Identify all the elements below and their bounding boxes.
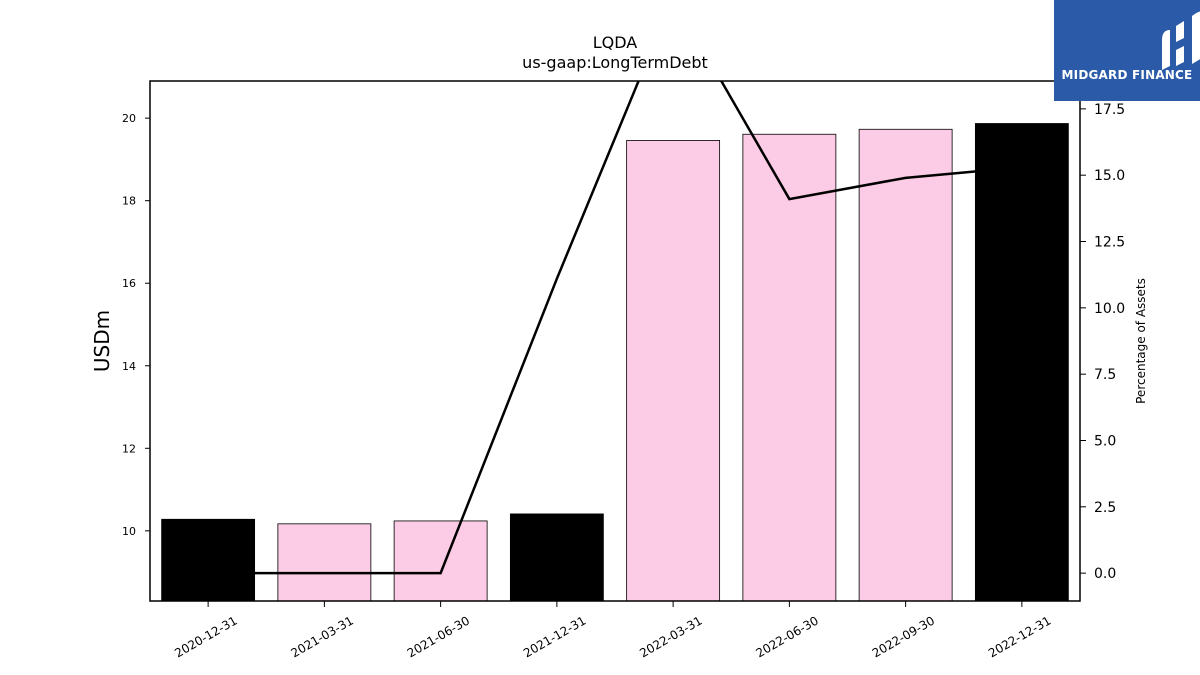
- logo-mark-icon: [1162, 11, 1200, 70]
- y-right-tick-label: 2.5: [1094, 500, 1116, 516]
- x-tick-label: 2022-09-30: [870, 613, 937, 660]
- logo-text: MIDGARD FINANCE: [1061, 68, 1193, 82]
- bar-2021-03-31: [277, 523, 372, 601]
- bar-2022-03-31: [626, 140, 721, 601]
- chart-subtitle: us-gaap:LongTermDebt: [522, 53, 708, 72]
- chart-title: LQDA: [593, 33, 638, 52]
- x-tick-label: 2022-03-31: [637, 613, 704, 660]
- x-tick-label: 2021-06-30: [405, 613, 472, 660]
- y-axis-right-label: Percentage of Assets: [1134, 278, 1148, 404]
- bar-2022-12-31: [974, 123, 1069, 601]
- y-right-tick-label: 10.0: [1094, 301, 1125, 317]
- y-tick-label: 16: [122, 277, 136, 290]
- y-right-tick-label: 7.5: [1094, 367, 1116, 383]
- y-tick-label: 14: [122, 360, 136, 373]
- y-tick-label: 10: [122, 525, 136, 538]
- y-right-tick-label: 12.5: [1094, 235, 1125, 251]
- bar-2021-06-30: [393, 520, 488, 601]
- y-right-tick-label: 15.0: [1094, 168, 1125, 184]
- y-right-tick-label: 17.5: [1094, 102, 1125, 118]
- y-right-tick-label: 0.0: [1094, 566, 1116, 582]
- x-tick-label: 2020-12-31: [172, 613, 239, 660]
- y-tick-label: 18: [122, 195, 136, 208]
- y-tick-label: 20: [122, 112, 136, 125]
- x-tick-label: 2022-12-31: [986, 613, 1053, 660]
- y-tick-label: 12: [122, 442, 136, 455]
- x-tick-label: 2021-12-31: [521, 613, 588, 660]
- bar-2022-09-30: [858, 128, 953, 601]
- y-right-tick-label: 5.0: [1094, 433, 1116, 449]
- x-tick-label: 2022-06-30: [753, 613, 820, 660]
- x-tick-label: 2021-03-31: [288, 613, 355, 660]
- bar-2021-12-31: [509, 513, 604, 601]
- midgard-finance-logo: MIDGARD FINANCE: [1054, 0, 1200, 101]
- bar-2022-06-30: [742, 133, 837, 601]
- plot-frame: [149, 80, 1081, 602]
- bar-2020-12-31: [161, 518, 256, 601]
- percentage-of-assets-line: [208, 81, 1022, 575]
- y-axis-label: USDm: [90, 310, 114, 372]
